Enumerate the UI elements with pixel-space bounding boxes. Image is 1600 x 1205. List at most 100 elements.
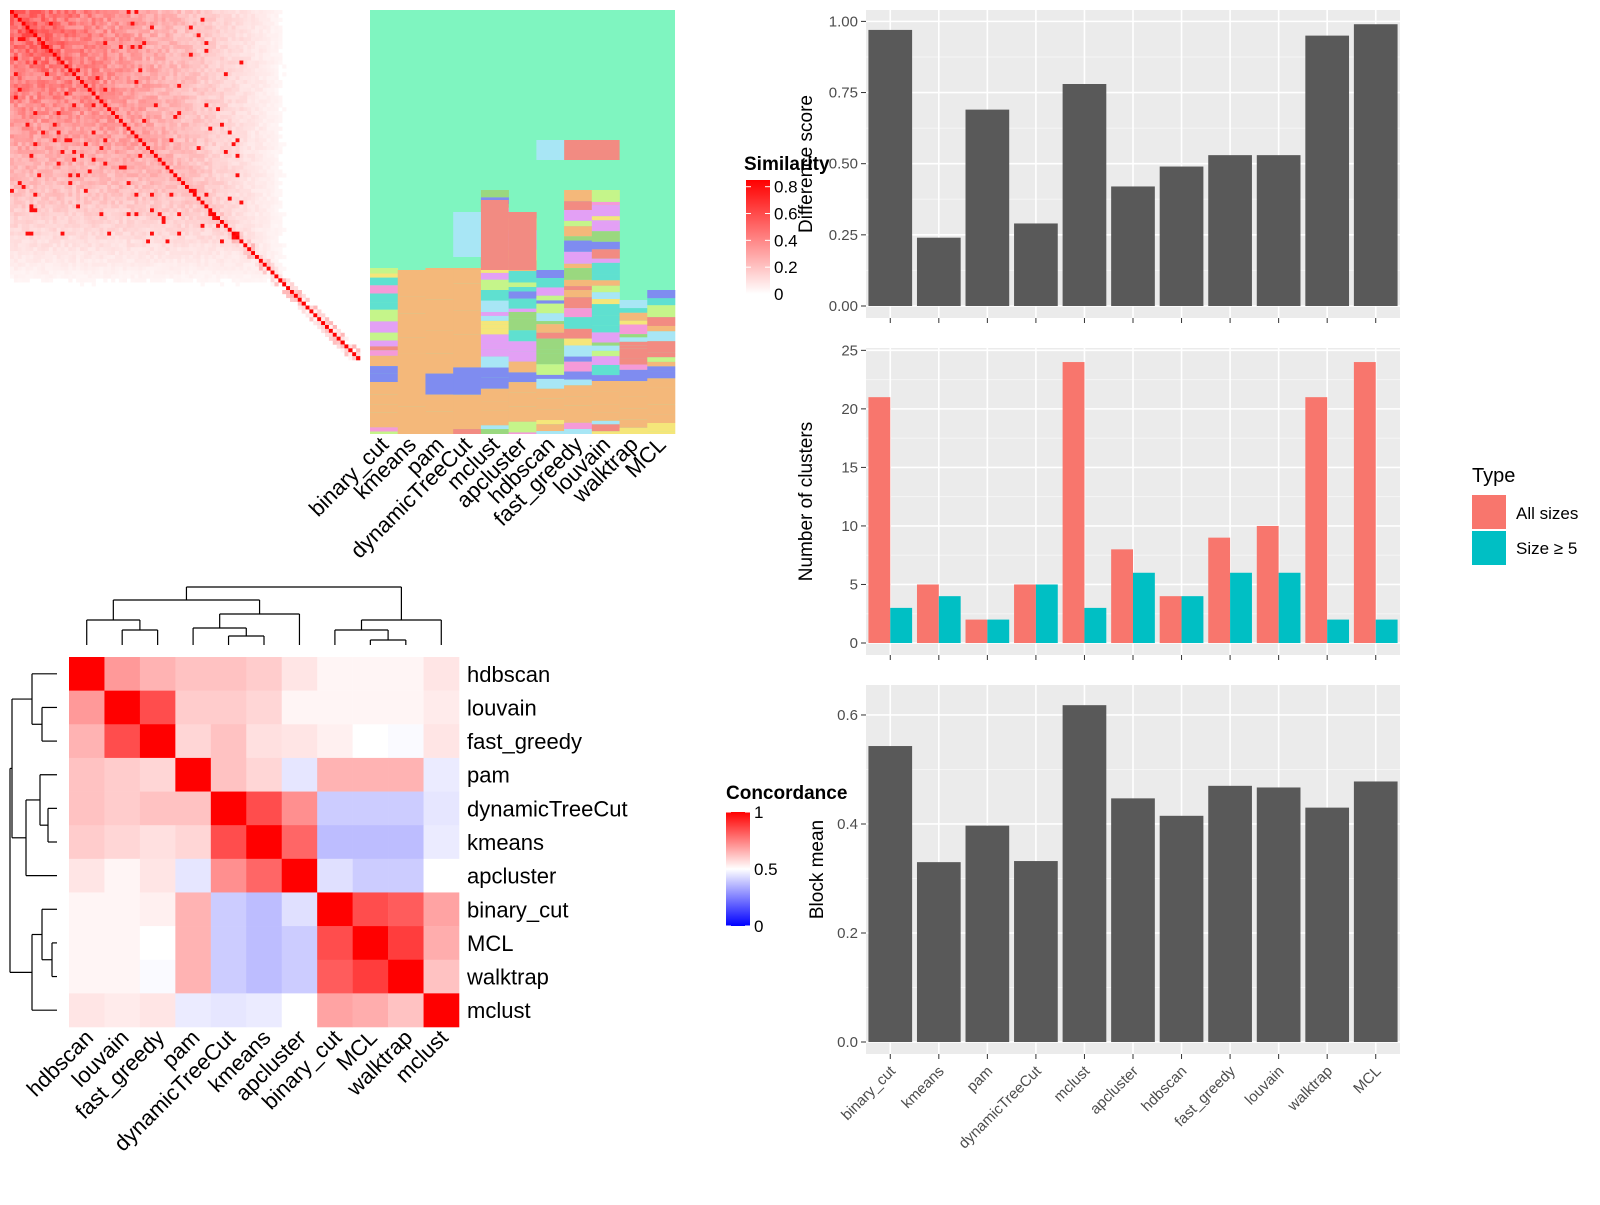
assignment-cell <box>370 431 399 434</box>
similarity-cell <box>111 56 116 61</box>
similarity-cell <box>111 196 116 201</box>
similarity-cell <box>208 200 213 205</box>
similarity-cell <box>153 270 159 275</box>
similarity-cell <box>52 48 57 54</box>
similarity-cell <box>41 157 46 162</box>
similarity-cell <box>243 185 248 190</box>
similarity-cell <box>76 91 81 96</box>
similarity-cell <box>13 52 19 57</box>
similarity-cell <box>153 142 159 147</box>
similarity-cell <box>37 25 42 30</box>
similarity-cell <box>80 161 85 166</box>
similarity-cell <box>103 243 108 248</box>
similarity-cell <box>262 153 267 159</box>
similarity-cell <box>45 134 50 139</box>
similarity-cell <box>52 181 57 186</box>
similarity-cell <box>21 52 26 57</box>
similarity-cell <box>161 247 166 252</box>
similarity-cell <box>157 60 162 65</box>
similarity-cell <box>13 278 19 283</box>
similarity-cell <box>165 13 170 19</box>
similarity-cell <box>169 243 174 248</box>
similarity-cell <box>138 169 143 174</box>
similarity-cell <box>126 115 131 120</box>
similarity-cell <box>243 83 248 89</box>
similarity-cell <box>274 17 279 22</box>
similarity-cell <box>99 235 104 240</box>
similarity-cell <box>80 118 85 124</box>
similarity-cell <box>239 196 244 201</box>
similarity-cell <box>13 227 19 232</box>
similarity-cell <box>91 64 96 69</box>
similarity-cell <box>83 41 89 46</box>
similarity-cell <box>87 161 92 166</box>
similarity-cell <box>258 17 264 22</box>
similarity-cell <box>153 266 159 271</box>
similarity-cell <box>146 177 151 182</box>
similarity-cell <box>13 208 19 213</box>
similarity-cell <box>103 91 108 96</box>
similarity-cell <box>25 122 30 127</box>
similarity-cell <box>352 352 357 357</box>
similarity-cell <box>60 87 65 92</box>
similarity-cell <box>13 255 19 260</box>
similarity-cell <box>95 150 100 155</box>
similarity-cell <box>17 258 22 264</box>
similarity-cell <box>103 64 108 69</box>
similarity-cell <box>72 223 77 229</box>
similarity-cell <box>188 247 194 252</box>
similarity-cell <box>76 161 81 166</box>
similarity-cell <box>56 239 61 244</box>
similarity-cell <box>192 150 197 155</box>
similarity-cell <box>29 251 34 256</box>
similarity-cell <box>111 258 116 264</box>
similarity-cell <box>45 103 50 108</box>
similarity-cell <box>37 45 42 50</box>
similarity-cell <box>138 72 143 77</box>
similarity-cell <box>239 231 244 236</box>
similarity-cell <box>173 37 178 42</box>
similarity-cell <box>262 111 267 116</box>
similarity-cell <box>25 177 30 182</box>
similarity-cell <box>278 142 283 147</box>
similarity-cell <box>21 103 26 108</box>
similarity-cell <box>25 10 30 15</box>
similarity-cell <box>48 223 54 229</box>
similarity-cell <box>188 274 194 279</box>
similarity-cell <box>150 33 155 38</box>
similarity-cell <box>99 107 104 112</box>
similarity-cell <box>208 212 213 217</box>
similarity-cell <box>76 95 81 100</box>
similarity-cell <box>41 227 46 232</box>
similarity-cell <box>200 239 205 244</box>
similarity-cell <box>208 247 213 252</box>
similarity-cell <box>157 157 162 162</box>
similarity-cell <box>76 247 81 252</box>
similarity-cell <box>52 243 57 248</box>
similarity-cell <box>21 91 26 96</box>
similarity-cell <box>21 76 26 81</box>
similarity-cell <box>185 107 190 112</box>
similarity-cell <box>95 243 100 248</box>
similarity-cell <box>188 208 194 213</box>
similarity-cell <box>64 115 69 120</box>
similarity-cell <box>99 103 104 108</box>
similarity-cell <box>76 157 81 162</box>
similarity-cell <box>41 262 46 267</box>
similarity-cell <box>33 25 38 30</box>
similarity-cell <box>196 60 201 65</box>
similarity-cell <box>87 37 92 42</box>
similarity-cell <box>177 13 182 19</box>
similarity-cell <box>188 239 194 244</box>
similarity-cell <box>274 204 279 209</box>
similarity-cell <box>173 161 178 166</box>
similarity-cell <box>258 126 264 131</box>
similarity-cell <box>169 52 174 57</box>
similarity-cell <box>138 165 143 170</box>
similarity-cell <box>177 103 182 108</box>
similarity-cell <box>17 25 22 30</box>
similarity-cell <box>262 192 267 197</box>
similarity-cell <box>126 142 131 147</box>
similarity-cell <box>130 173 135 178</box>
similarity-cell <box>161 99 166 104</box>
